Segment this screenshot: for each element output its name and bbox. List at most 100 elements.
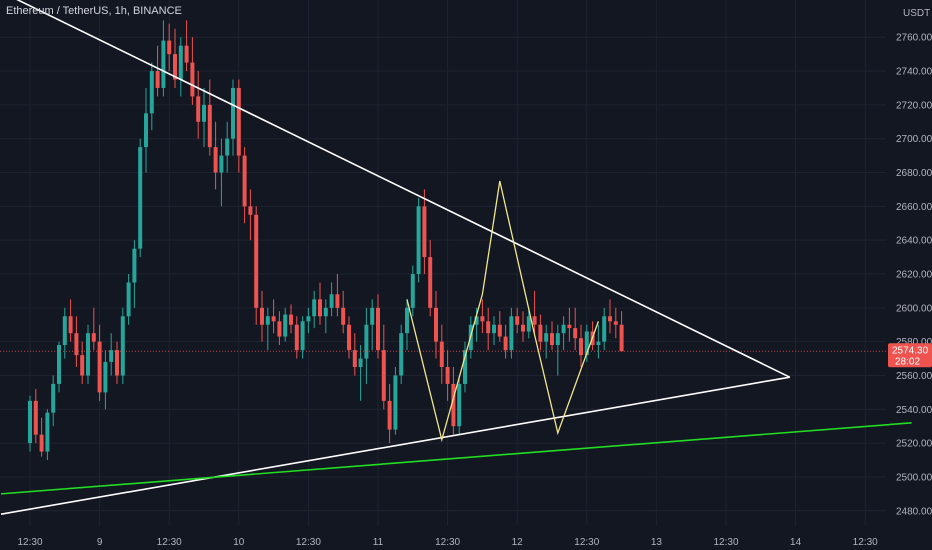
candle-body (579, 338, 583, 356)
candle-body (434, 307, 438, 342)
candle-body (596, 341, 601, 346)
lower-trendline (0, 376, 790, 515)
candle-body (486, 321, 491, 334)
candle (173, 28, 177, 88)
y-tick-label: 2520.00 (896, 439, 932, 450)
candle-body (242, 155, 247, 207)
candle-body (173, 54, 177, 80)
last-price-tag-bg (888, 343, 932, 368)
candle (503, 324, 508, 359)
candle-body (28, 400, 32, 444)
candle (178, 37, 183, 97)
candle (405, 299, 409, 351)
candle-body (306, 316, 311, 322)
candle (57, 341, 61, 393)
candle-body (497, 324, 502, 337)
x-tick-label: 12:30 (574, 537, 599, 548)
candle-body (74, 333, 79, 356)
upper-trendline (16, 0, 791, 378)
candle (573, 307, 578, 351)
candle-body (39, 434, 44, 452)
candle-body (126, 282, 131, 317)
candle-body (97, 341, 102, 393)
candle-body (289, 314, 293, 325)
candle-body (120, 316, 125, 376)
candle (91, 307, 96, 351)
y-tick-label: 2660.00 (896, 202, 932, 213)
candle-body (521, 324, 525, 332)
candle (439, 324, 444, 384)
candle (526, 307, 531, 339)
candle (358, 345, 363, 401)
candle (619, 311, 624, 352)
candle (364, 307, 369, 384)
candle-body (480, 316, 485, 322)
candle (538, 314, 543, 351)
candle (86, 324, 90, 384)
candle-body (265, 316, 270, 325)
candle (381, 324, 386, 410)
candle (28, 395, 32, 452)
candle-body (329, 294, 334, 308)
candle-body (80, 355, 85, 376)
y-tick-label: 2700.00 (896, 134, 932, 145)
candle-body (561, 324, 566, 334)
candle (144, 87, 148, 173)
candle (608, 299, 612, 334)
candle (428, 240, 433, 317)
candle (231, 79, 235, 156)
candle-body (62, 316, 67, 346)
candle-body (161, 40, 166, 88)
candle (579, 324, 583, 368)
candle-body (312, 299, 317, 317)
candle-body (364, 324, 369, 359)
candle-body (231, 87, 235, 139)
candle (207, 79, 212, 156)
last-price-value: 2574.30 (892, 345, 929, 356)
candle (399, 324, 404, 384)
candle (341, 290, 346, 334)
candle (51, 375, 56, 427)
candle (74, 316, 79, 368)
candle-body (33, 400, 38, 435)
candle-body (184, 45, 189, 63)
x-tick-label: 12:30 (157, 537, 182, 548)
candle-body (567, 324, 572, 329)
candle (39, 417, 44, 457)
candle-body (341, 307, 346, 325)
candle-body (323, 307, 328, 317)
candle (596, 324, 601, 359)
candle (219, 138, 224, 207)
x-tick-label: 13 (651, 537, 663, 548)
candle (416, 197, 421, 283)
candle-body (132, 248, 137, 283)
candle (376, 294, 380, 359)
candle (115, 341, 119, 384)
candle (62, 307, 67, 359)
candle (445, 350, 450, 401)
candle (277, 311, 282, 346)
candle (80, 341, 85, 384)
candle-body (271, 316, 276, 322)
axes: 2480.00 2500.00 2520.00 2540.00 2560.00 2580.… (17, 8, 932, 548)
candle-body (196, 96, 201, 122)
candle-body (550, 333, 554, 346)
candle-body (619, 324, 624, 352)
candle-body (457, 383, 462, 427)
candle-body (422, 206, 427, 258)
candle-body (190, 62, 195, 97)
candle-body (219, 155, 224, 173)
candle (312, 290, 317, 329)
candle-body (474, 316, 479, 325)
candle (323, 299, 328, 334)
candle-body (167, 40, 172, 55)
candle-body (277, 321, 282, 337)
x-tick-label: 12:30 (713, 537, 738, 548)
candle (149, 62, 154, 131)
candle-body (115, 350, 119, 376)
candle (202, 87, 206, 148)
candle (347, 316, 351, 359)
